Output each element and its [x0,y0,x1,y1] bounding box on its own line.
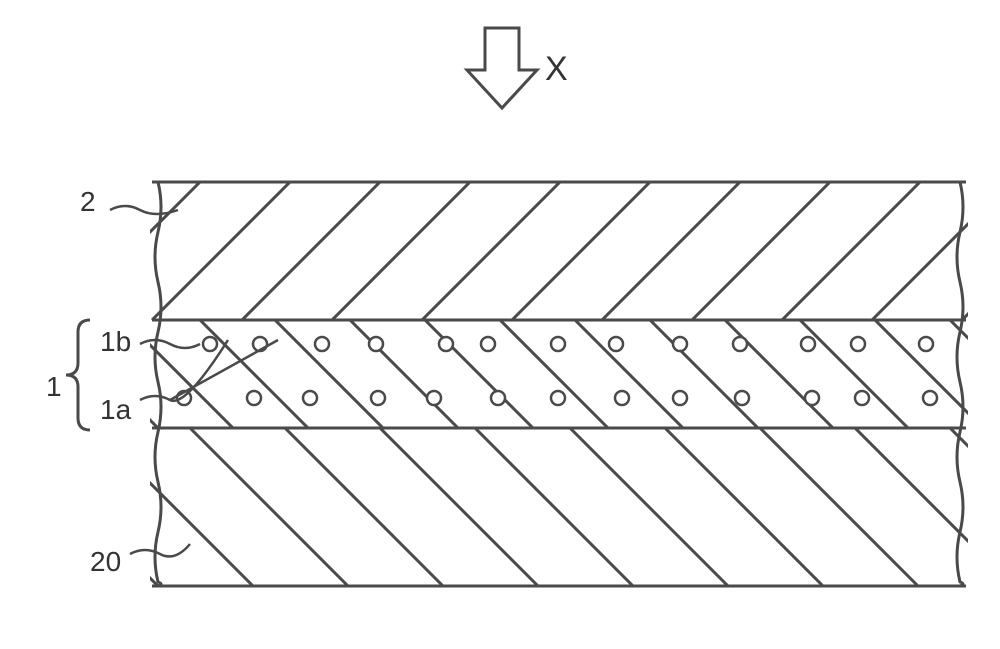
hatch-group [0,428,1000,586]
particle [315,337,329,351]
right-wavy-edge [957,182,963,586]
label-1a: 1a [100,394,131,426]
particle [203,337,217,351]
particle [855,391,869,405]
particle [851,337,865,351]
particle [303,391,317,405]
particle [551,391,565,405]
particle [733,337,747,351]
direction-arrow [467,28,537,108]
diagram-svg [0,0,1000,644]
particle [371,391,385,405]
particle [427,391,441,405]
particle [801,337,815,351]
particle [615,391,629,405]
particle [481,337,495,351]
particle [439,337,453,351]
hatch-group [0,182,1000,320]
particle [247,391,261,405]
label-2: 2 [80,186,96,218]
group-label-1: 1 [46,371,62,403]
particle [491,391,505,405]
particle [919,337,933,351]
group-brace [66,320,90,430]
callout-leader [110,206,178,214]
particle [923,391,937,405]
diagram-container [0,0,1000,644]
particle [673,337,687,351]
particle [735,391,749,405]
particle [609,337,623,351]
particle [369,337,383,351]
left-wavy-edge [155,182,161,586]
arrow-label: X [545,50,568,89]
particle [551,337,565,351]
label-20: 20 [90,546,121,578]
particles-group [177,337,937,405]
callout-leader [130,544,190,556]
callout-leader [140,340,200,348]
particle [805,391,819,405]
particle [673,391,687,405]
label-1b: 1b [100,326,131,358]
